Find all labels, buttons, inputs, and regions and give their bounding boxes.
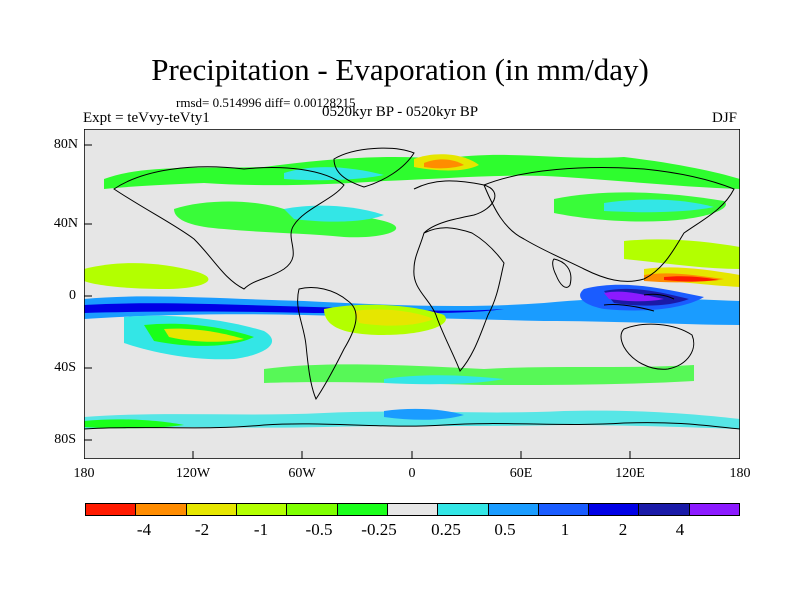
- y-tick-40s: 40S: [54, 360, 76, 375]
- colorbar-swatch: [387, 504, 439, 515]
- colorbar-swatch: [236, 504, 288, 515]
- experiment-label: Expt = teVvy-teVty1: [83, 110, 210, 126]
- y-tick-80n: 80N: [53, 137, 78, 152]
- colorbar-label: -4: [136, 520, 152, 539]
- colorbar-swatch: [186, 504, 237, 515]
- x-tick-0: 0: [408, 466, 416, 481]
- colorbar-swatch: [689, 504, 740, 515]
- x-tick-120e: 120E: [615, 466, 645, 481]
- colorbar-label: -0.5: [305, 520, 333, 539]
- colorbar-label: 1: [560, 520, 570, 539]
- world-map: [84, 129, 740, 459]
- x-tick-60w: 60W: [288, 466, 316, 481]
- colorbar-label: -1: [253, 520, 269, 539]
- x-tick-60e: 60E: [509, 466, 533, 481]
- colorbar-swatch: [136, 504, 187, 515]
- y-tick-40n: 40N: [53, 216, 78, 231]
- colorbar-swatch: [337, 504, 388, 515]
- colorbar: [85, 503, 740, 516]
- colorbar-label: 0.25: [431, 520, 461, 539]
- plot-title: Precipitation - Evaporation (in mm/day): [151, 52, 649, 87]
- colorbar-label: 0.5: [494, 520, 516, 539]
- colorbar-swatch: [287, 504, 338, 515]
- colorbar-label: 4: [675, 520, 685, 539]
- colorbar-swatch: [538, 504, 590, 515]
- colorbar-label: -2: [194, 520, 210, 539]
- colorbar-swatch: [589, 504, 640, 515]
- y-tick-80s: 80S: [54, 432, 76, 447]
- colorbar-swatch: [86, 504, 137, 515]
- period-label: 0520kyr BP - 0520kyr BP: [322, 104, 479, 120]
- x-tick-120w: 120W: [175, 466, 211, 481]
- colorbar-label: 2: [618, 520, 628, 539]
- x-tick-180w: 180: [73, 466, 95, 481]
- colorbar-swatch: [438, 504, 489, 515]
- y-tick-0: 0: [69, 288, 76, 303]
- colorbar-label: -0.25: [361, 520, 397, 539]
- season-label: DJF: [712, 110, 738, 126]
- rmsd-diff-stats: rmsd= 0.514996 diff= 0.00128215: [176, 95, 356, 110]
- colorbar-swatch: [488, 504, 539, 515]
- colorbar-swatch: [639, 504, 690, 515]
- x-tick-180e: 180: [729, 466, 751, 481]
